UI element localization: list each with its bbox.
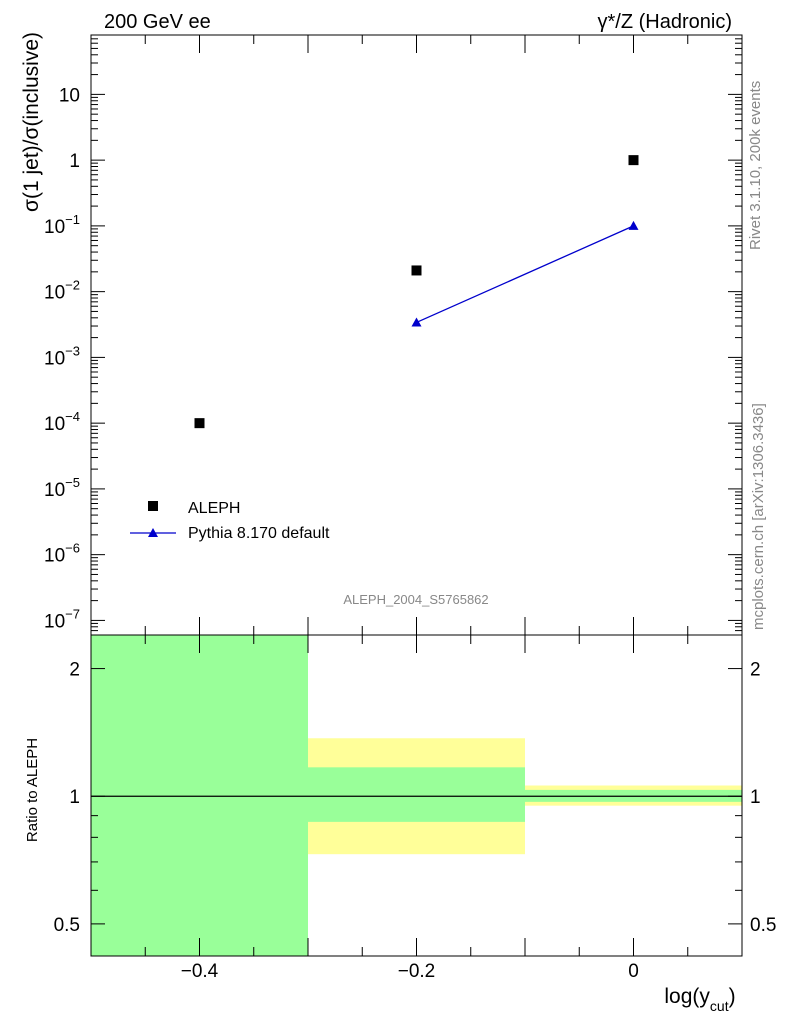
main-ytick-label: 10−4 <box>44 409 80 435</box>
legend: ALEPH Pythia 8.170 default <box>130 500 330 542</box>
main-ytick-exponent: −4 <box>65 409 80 424</box>
main-ytick-exponent: −6 <box>65 541 80 556</box>
main-ytick-base: 10 <box>44 217 65 238</box>
main-ytick-label: 1 <box>69 151 80 172</box>
main-ytick-base: 10 <box>44 283 65 304</box>
main-ytick-base: 1 <box>69 151 80 172</box>
ratio-ytick-label-left: 0.5 <box>54 915 80 936</box>
ratio-ytick-label-left: 2 <box>69 660 80 681</box>
main-ytick-label: 10−1 <box>44 212 80 238</box>
ratio-ytick-label-right: 2 <box>750 660 761 681</box>
x-tick-label: −0.4 <box>181 961 219 982</box>
rivet-version-label: Rivet 3.1.10, 200k events <box>747 81 764 250</box>
main-ytick-label: 10−2 <box>44 278 80 304</box>
ratio-band-stat-1 <box>308 767 525 822</box>
ratio-band-stat-0 <box>91 635 308 956</box>
main-ytick-exponent: −2 <box>65 278 80 293</box>
legend-marker-aleph <box>148 501 158 511</box>
main-ytick-label: 10−7 <box>44 606 80 632</box>
legend-label-pythia: Pythia 8.170 default <box>188 525 330 542</box>
main-ytick-exponent: −3 <box>65 343 80 358</box>
ratio-ytick-label-right: 1 <box>750 787 761 808</box>
main-ylabel: σ(1 jet)/σ(inclusive) <box>20 32 43 212</box>
main-ytick-label: 10−5 <box>44 475 80 501</box>
x-axis-label-close: ) <box>729 985 736 1008</box>
main-series <box>194 155 639 429</box>
mc-point-pythia <box>628 220 639 230</box>
ratio-bands <box>91 635 742 956</box>
legend-marker-pythia <box>148 528 158 537</box>
data-point-aleph <box>411 265 422 276</box>
x-axis-label-sub: cut <box>710 998 729 1014</box>
data-point-aleph <box>628 155 639 166</box>
data-point-aleph <box>194 418 205 429</box>
ratio-ytick-label-right: 0.5 <box>750 915 776 936</box>
x-tick-label: −0.2 <box>398 961 436 982</box>
ratio-ytick-label-left: 1 <box>69 787 80 808</box>
header-right-title: γ*/Z (Hadronic) <box>598 11 732 33</box>
main-ytick-base: 10 <box>59 85 80 106</box>
legend-label-aleph: ALEPH <box>188 500 240 517</box>
main-ytick-base: 10 <box>44 414 65 435</box>
x-axis-label-base: log(y <box>664 985 710 1008</box>
main-ytick-base: 10 <box>44 611 65 632</box>
main-ytick-label: 10−6 <box>44 541 80 567</box>
main-ytick-label: 10−3 <box>44 343 80 369</box>
mcplots-label: mcplots.cern.ch [arXiv:1306.3436] <box>750 403 767 630</box>
main-ytick-base: 10 <box>44 546 65 567</box>
x-axis-label: log(ycut) <box>664 985 735 1014</box>
main-ytick-base: 10 <box>44 348 65 369</box>
main-ytick-exponent: −1 <box>65 212 80 227</box>
x-tick-label: 0 <box>628 961 639 982</box>
mc-point-pythia <box>411 317 422 327</box>
ratio-ylabel: Ratio to ALEPH <box>24 738 41 842</box>
series-line-pythia <box>416 225 634 324</box>
main-ytick-label: 10 <box>59 85 80 106</box>
main-frame <box>90 34 743 636</box>
main-ytick-exponent: −7 <box>65 606 80 621</box>
analysis-tag: ALEPH_2004_S5765862 <box>343 592 488 607</box>
header-left-title: 200 GeV ee <box>104 11 211 33</box>
main-ytick-exponent: −5 <box>65 475 80 490</box>
main-ytick-base: 10 <box>44 480 65 501</box>
